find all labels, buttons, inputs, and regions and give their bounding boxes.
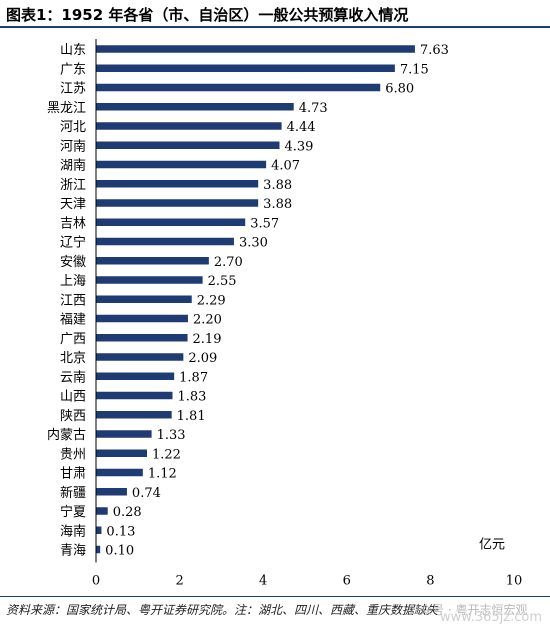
bar (96, 372, 175, 380)
category-label: 内蒙古 (47, 427, 86, 443)
category-label: 山东 (60, 43, 86, 58)
bar (96, 334, 188, 342)
category-label: 江苏 (60, 81, 86, 97)
bar (96, 180, 259, 188)
bar (96, 411, 172, 419)
footer-rule (0, 596, 550, 597)
x-tick-label: 4 (259, 574, 267, 589)
category-label: 云南 (60, 369, 86, 385)
data-label: 3.88 (263, 178, 292, 193)
bar (96, 391, 173, 400)
bar (96, 430, 152, 438)
data-label: 1.87 (179, 370, 208, 385)
bar (96, 545, 101, 554)
bar (96, 526, 102, 534)
category-label: 吉林 (60, 216, 86, 231)
category-label: 上海 (60, 274, 86, 289)
data-label: 0.28 (113, 505, 142, 520)
bar (96, 468, 143, 477)
bar (96, 314, 188, 323)
x-tick-label: 2 (175, 574, 183, 589)
bar (96, 488, 127, 496)
bar (96, 122, 282, 130)
category-label: 浙江 (60, 178, 86, 193)
data-label: 3.88 (263, 197, 292, 212)
data-label: 1.12 (148, 467, 177, 482)
title-rule (0, 26, 550, 28)
category-label: 广西 (60, 332, 86, 347)
source-note: 资料来源：国家统计局、粤开证券研究院。注：湖北、四川、西藏、重庆数据缺失 (6, 603, 439, 617)
data-label: 2.70 (214, 255, 243, 270)
data-label: 2.09 (188, 351, 217, 366)
x-tick-label: 0 (92, 574, 100, 589)
category-label: 福建 (60, 313, 86, 328)
data-label: 1.33 (157, 428, 186, 443)
bar (96, 141, 280, 149)
category-label: 河南 (60, 138, 86, 154)
bar (96, 353, 184, 361)
data-label: 7.15 (400, 62, 429, 77)
category-label: 江西 (60, 293, 86, 308)
category-label: 贵州 (60, 447, 86, 462)
bar (96, 45, 415, 53)
data-label: 1.81 (177, 409, 206, 424)
data-label: 1.22 (152, 447, 181, 462)
data-label: 2.55 (208, 274, 237, 289)
bar (96, 237, 234, 246)
category-label: 辽宁 (60, 235, 86, 251)
category-label: 宁夏 (60, 504, 86, 520)
category-label: 陕西 (60, 409, 86, 424)
bar (96, 295, 192, 303)
category-label: 山西 (60, 390, 86, 405)
bar (96, 276, 203, 284)
bar (96, 160, 267, 169)
data-label: 0.74 (132, 486, 161, 501)
x-tick-label: 10 (506, 574, 523, 589)
data-label: 3.30 (239, 236, 268, 251)
x-tick-label: 6 (343, 574, 351, 589)
data-label: 2.19 (193, 332, 222, 347)
category-label: 新疆 (60, 485, 86, 501)
category-label: 广东 (60, 62, 86, 77)
bar (96, 257, 209, 265)
category-label: 北京 (60, 351, 86, 366)
bar (96, 507, 108, 515)
data-label: 2.29 (197, 293, 226, 308)
category-label: 甘肃 (60, 467, 86, 482)
data-label: 7.63 (420, 43, 449, 58)
category-label: 青海 (60, 544, 86, 559)
bar (96, 103, 294, 111)
category-label: 天津 (60, 197, 86, 212)
data-label: 0.10 (105, 544, 134, 559)
bar (96, 64, 395, 72)
x-tick-label: 8 (426, 574, 434, 589)
data-label: 3.57 (250, 216, 279, 231)
bar-chart: 山东 7.63 广东 7.15 江苏 6.80 黑龙江 4.73 河北 4.44 河南 4.39 湖南 4… (47, 39, 523, 589)
data-label: 4.44 (287, 120, 316, 135)
watermark-site: www.365jz.com (440, 610, 542, 625)
watermark-handle: 公众号 · 粤开志恒宏观 (408, 603, 528, 617)
data-label: 4.07 (271, 159, 300, 174)
category-label: 湖南 (60, 158, 86, 174)
data-label: 6.80 (385, 82, 414, 97)
bar (96, 199, 259, 207)
data-label: 2.20 (193, 313, 222, 328)
data-label: 4.73 (299, 101, 328, 116)
category-label: 安徽 (60, 255, 86, 270)
data-label: 0.13 (106, 524, 135, 539)
bar (96, 449, 147, 457)
bar (96, 218, 246, 226)
category-label: 河北 (60, 120, 86, 135)
category-label: 海南 (60, 523, 86, 539)
data-label: 4.39 (285, 139, 314, 154)
unit-label: 亿元 (479, 538, 505, 553)
data-label: 1.83 (177, 390, 206, 405)
bar (96, 83, 381, 92)
category-label: 黑龙江 (47, 101, 86, 116)
chart-title: 图表1：1952 年各省（市、自治区）一般公共预算收入情况 (6, 6, 409, 24)
